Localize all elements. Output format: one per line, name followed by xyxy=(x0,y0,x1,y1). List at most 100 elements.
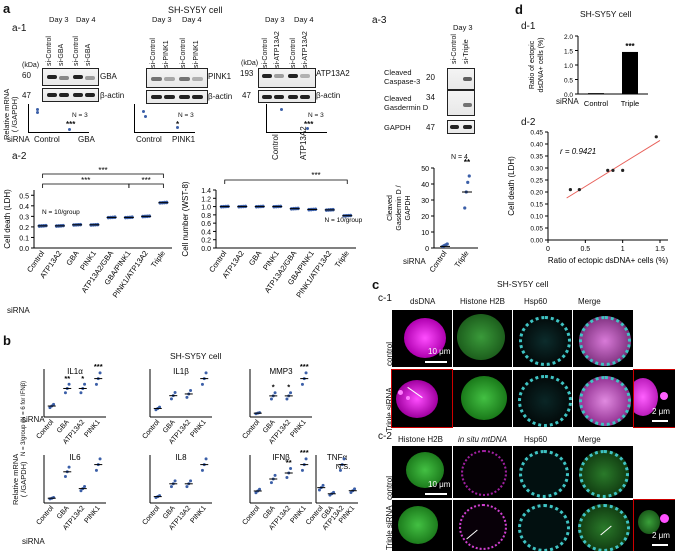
category-label: ATP13A2 xyxy=(299,126,308,160)
y-tick-label: 0.0 xyxy=(564,92,573,99)
category-label: Control xyxy=(141,418,161,440)
micrograph-h2b-control xyxy=(453,310,512,367)
mini-chart-axis xyxy=(28,104,89,133)
x-tick-label: 0 xyxy=(546,246,550,253)
micrograph-mtdna-triple xyxy=(453,500,512,551)
data-point xyxy=(52,402,56,406)
data-point xyxy=(621,168,625,172)
y-tick-label: 40 xyxy=(421,182,429,189)
data-point xyxy=(463,206,467,210)
panel-b-charts: IL1αControl**GBA*ATP13A2***PINK1IL1βCont… xyxy=(35,362,358,532)
x-tick-label: 1 xyxy=(621,246,625,253)
inset-scale-bar xyxy=(652,420,668,422)
data-point xyxy=(169,397,173,401)
a3-label: a-3 xyxy=(372,15,387,26)
data-point xyxy=(173,390,177,394)
chart-subtitle: N.S. xyxy=(336,462,351,471)
y-tick-label: 0.6 xyxy=(201,221,211,228)
data-point xyxy=(321,483,325,487)
kda-value: 47 xyxy=(426,123,435,132)
data-point xyxy=(606,168,610,172)
gba-blot xyxy=(42,68,99,86)
y-axis-label-line: Ratio of ectopic xyxy=(529,40,536,89)
kda-value: 34 xyxy=(426,93,435,102)
category-label: Triple xyxy=(453,249,471,269)
category-label: Control xyxy=(427,249,448,274)
target-label: GBA xyxy=(100,72,117,81)
inset-scale-bar xyxy=(652,544,668,546)
y-axis-label-line: dsDNA+ cells (%) xyxy=(538,37,545,92)
lane-label: si-GBA xyxy=(58,43,65,66)
col-header: dsDNA xyxy=(410,297,436,306)
y-tick-label: 0.0 xyxy=(19,246,29,253)
y-tick-label: 30 xyxy=(421,198,429,205)
sig-label: *** xyxy=(141,176,150,185)
y-tick-label: 0.8 xyxy=(201,213,211,220)
scale-bar xyxy=(425,493,447,495)
micrograph-merge-control-2 xyxy=(573,446,633,498)
y-tick-label: 0.5 xyxy=(564,78,573,85)
n-label: N = 10/group xyxy=(325,217,363,224)
data-point xyxy=(273,473,277,477)
panel-letter-a: a xyxy=(3,1,11,16)
data-point xyxy=(79,489,83,493)
target-label: PINK1 xyxy=(208,72,232,81)
data-point xyxy=(317,488,321,492)
data-point xyxy=(185,485,189,489)
panel-c-cell-title: SH-SY5Y cell xyxy=(497,279,549,289)
kda-unit: (kDa) xyxy=(241,60,259,67)
data-point xyxy=(176,126,179,129)
data-point xyxy=(204,457,208,461)
lane-label: si-Control xyxy=(73,36,80,66)
category-label: Control xyxy=(584,99,609,108)
y-tick-label: 0.05 xyxy=(530,226,543,233)
sig-label: * xyxy=(272,383,275,392)
sig-label: *** xyxy=(81,176,90,185)
panel-letter-d: d xyxy=(515,2,523,17)
sirna-label: siRNA xyxy=(22,415,45,424)
lane-label: si-PINK1 xyxy=(163,40,170,68)
lane-label: si-ATP13A2 xyxy=(302,31,309,68)
data-point xyxy=(83,484,87,488)
sig-bracket xyxy=(224,179,348,184)
actin-label: β-actin xyxy=(100,91,125,100)
data-point xyxy=(269,481,273,485)
day-label: Day 4 xyxy=(182,15,202,24)
y-axis-label: Cell number (WST-8) xyxy=(181,181,190,256)
col-header: Hsp60 xyxy=(524,297,548,306)
x-tick-label: 0.5 xyxy=(580,246,590,253)
correlation-label: r = 0.9421 xyxy=(560,147,596,156)
inset-scale-label: 2 μm xyxy=(652,531,670,540)
blot-row-label: Cleaved Caspase-3 xyxy=(384,68,421,86)
y-axis-label-line: GAPDH xyxy=(405,196,412,221)
panel-letter-c: c xyxy=(372,277,380,292)
sig-label: *** xyxy=(300,362,309,371)
category-label: Control xyxy=(136,135,162,144)
category-label: PINK1 xyxy=(83,505,101,525)
actin-label: β-actin xyxy=(316,91,341,100)
a3-gasdermin-chart: 0 10 20 30 40 50 Cleaved Gasdermin D / GAPDH Cont… xyxy=(387,158,478,274)
sig-label: *** xyxy=(300,448,309,457)
kda-value: 20 xyxy=(426,73,435,82)
micrograph-inset-triple xyxy=(633,369,675,428)
day-label: Day 3 xyxy=(49,15,69,24)
y-tick-label: 2.0 xyxy=(564,34,573,41)
category-label: Triple xyxy=(621,99,639,108)
y-tick-label: 0.45 xyxy=(530,130,543,137)
lane-label: si-Control xyxy=(262,38,269,68)
sig-label: *** xyxy=(304,120,314,129)
sig-label: ** xyxy=(64,374,70,383)
y-axis-label: Cell death (LDH) xyxy=(3,189,12,249)
category-label: Triple xyxy=(149,249,167,269)
lane-label: si-Control xyxy=(180,38,187,68)
data-point xyxy=(300,382,304,386)
category-label: PINK1 xyxy=(289,419,307,439)
chart-title: IFNβ xyxy=(272,453,290,462)
y-tick-label: 0.4 xyxy=(19,204,29,211)
blot-row-label: Cleaved Gasdermin D xyxy=(384,94,429,112)
data-point xyxy=(200,468,204,472)
data-point xyxy=(67,465,71,469)
actin-blot xyxy=(146,90,208,104)
data-point xyxy=(353,487,357,491)
